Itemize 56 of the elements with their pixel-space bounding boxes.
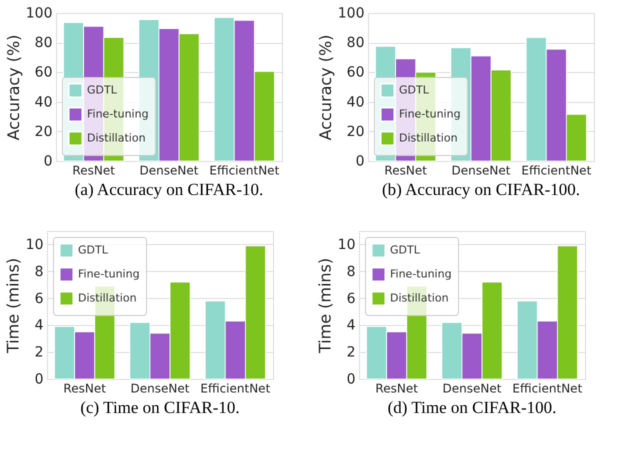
y-tick-label: 0	[34, 372, 44, 388]
y-tick-label: 20	[346, 124, 364, 140]
y-tick-label: 80	[34, 35, 52, 52]
x-tick-label: EfficientNet	[200, 382, 271, 396]
y-tick-label: 2	[34, 344, 44, 361]
x-tick-label: EfficientNet	[512, 382, 583, 396]
x-tick-label: ResNet	[384, 164, 428, 178]
y-axis-title: Accuracy (%)	[4, 34, 23, 140]
y-tick-label: 2	[346, 344, 356, 361]
y-tick-label: 100	[26, 6, 52, 22]
x-tick-label: DenseNet	[442, 382, 502, 396]
y-tick-label: 0	[356, 154, 364, 170]
x-tick-label: DenseNet	[140, 164, 199, 178]
y-tick-label: 0	[346, 372, 356, 388]
x-tick-label: EfficientNet	[521, 164, 592, 178]
x-tick-label: DenseNet	[130, 382, 190, 396]
legend-label: Fine-tuning	[78, 268, 140, 280]
y-tick-label: 10	[338, 236, 356, 253]
legend-label: Fine-tuning	[390, 268, 452, 280]
legend-label: GDTL	[390, 244, 421, 256]
x-tick-label: ResNet	[72, 164, 116, 178]
legend-label: Distillation	[78, 292, 137, 304]
text: (b) Accuracy on CIFAR-100.	[382, 180, 580, 199]
y-tick-label: 4	[34, 318, 44, 334]
legend-label: Distillation	[399, 132, 458, 144]
x-tick-label: ResNet	[63, 382, 106, 396]
legend-label: GDTL	[78, 244, 109, 256]
y-tick-label: 80	[346, 35, 364, 52]
y-tick-label: 6	[34, 290, 44, 307]
y-tick-label: 10	[26, 236, 44, 253]
legend-label: GDTL	[87, 84, 118, 96]
y-tick-label: 40	[346, 94, 364, 110]
x-tick-label: EfficientNet	[209, 164, 280, 178]
y-tick-label: 0	[44, 154, 52, 170]
x-tick-label: ResNet	[375, 382, 418, 396]
legend-label: Distillation	[87, 132, 146, 144]
y-tick-label: 40	[34, 94, 52, 110]
y-tick-label: 8	[34, 264, 44, 280]
x-tick-label: DenseNet	[452, 164, 511, 178]
y-tick-label: 6	[346, 290, 356, 307]
legend-label: Fine-tuning	[87, 108, 149, 120]
y-tick-label: 4	[346, 318, 356, 334]
y-tick-label: 20	[34, 124, 52, 140]
y-tick-label: 100	[338, 6, 364, 22]
legend-label: Distillation	[390, 292, 449, 304]
y-tick-label: 60	[346, 64, 364, 81]
y-tick-label: 60	[34, 64, 52, 81]
y-axis-title: Time (mins)	[316, 258, 335, 354]
y-tick-label: 8	[346, 264, 356, 280]
text: (a) Accuracy on CIFAR-10.	[74, 180, 264, 199]
y-axis-title: Time (mins)	[4, 258, 23, 354]
legend-label: GDTL	[399, 84, 430, 96]
text: (c) Time on CIFAR-10.	[80, 398, 240, 417]
text: (d) Time on CIFAR-100.	[388, 398, 556, 417]
legend-label: Fine-tuning	[399, 108, 461, 120]
y-axis-title: Accuracy (%)	[316, 34, 335, 140]
